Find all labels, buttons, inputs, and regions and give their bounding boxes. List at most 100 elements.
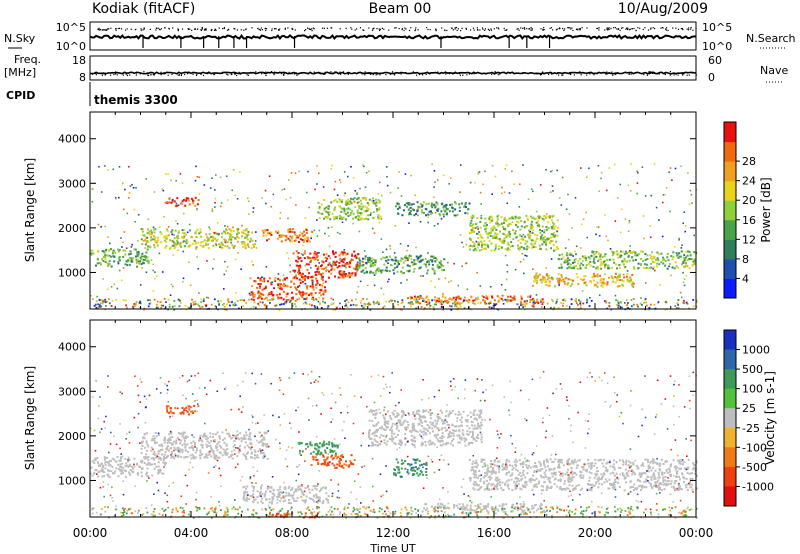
scatter-point <box>310 259 313 262</box>
scatter-point <box>107 236 109 238</box>
scatter-point <box>445 410 448 413</box>
scatter-point <box>177 456 180 458</box>
scatter-point <box>304 443 307 446</box>
scatter-point <box>308 294 310 297</box>
scatter-point <box>295 499 298 502</box>
scatter-point <box>141 267 143 269</box>
scatter-point <box>360 299 363 302</box>
scatter-point <box>393 267 396 269</box>
scatter-point <box>594 275 597 277</box>
scatter-point <box>426 272 429 275</box>
scatter-point <box>620 250 622 253</box>
scatter-point <box>336 446 339 449</box>
scatter-point <box>312 275 315 278</box>
scatter-point <box>556 277 559 280</box>
scatter-point <box>91 298 94 301</box>
scatter-point <box>442 301 445 303</box>
scatter-point <box>336 463 339 466</box>
scatter-point <box>545 283 548 286</box>
scatter-point <box>124 299 127 302</box>
scatter-point <box>183 407 186 410</box>
scatter-point <box>498 478 501 481</box>
scatter-point <box>268 232 271 235</box>
scatter-point <box>551 276 553 279</box>
scatter-point <box>673 267 676 270</box>
scatter-point <box>614 478 616 481</box>
scatter-point <box>689 189 692 192</box>
scatter-point <box>225 453 228 456</box>
scatter-point <box>327 276 330 279</box>
scatter-point <box>650 266 653 269</box>
scatter-point <box>302 492 305 495</box>
scatter-point <box>597 476 600 479</box>
scatter-point <box>150 236 153 238</box>
scatter-point <box>160 443 163 446</box>
scatter-point <box>276 498 279 501</box>
scatter-point <box>166 455 169 458</box>
scatter-point <box>280 234 283 237</box>
scatter-point <box>128 459 131 461</box>
scatter-point <box>389 438 392 440</box>
scatter-point <box>266 299 269 302</box>
scatter-point <box>429 421 432 424</box>
scatter-point <box>388 278 390 281</box>
scatter-point <box>543 214 546 217</box>
scatter-point <box>97 306 100 309</box>
scatter-point <box>155 306 158 309</box>
scatter-point <box>253 245 255 248</box>
scatter-point <box>192 455 195 458</box>
scatter-point <box>527 219 529 222</box>
scatter-point <box>312 458 315 461</box>
scatter-point <box>241 224 243 227</box>
scatter-point <box>640 297 642 299</box>
scatter-point <box>492 237 495 239</box>
scatter-point <box>270 290 273 293</box>
scatter-point <box>256 496 259 498</box>
scatter-point <box>262 451 265 454</box>
scatter-point <box>253 243 256 246</box>
scatter-point <box>145 457 148 460</box>
scatter-point <box>259 301 262 303</box>
colorbar-swatch <box>724 200 736 221</box>
scatter-point <box>644 195 647 197</box>
colorbar-tick-label: 28 <box>742 155 756 168</box>
scatter-point <box>244 247 247 250</box>
scatter-point <box>655 258 657 261</box>
scatter-point <box>300 442 303 445</box>
scatter-point <box>620 306 623 309</box>
scatter-point <box>108 475 111 478</box>
scatter-point <box>423 307 426 310</box>
scatter-point <box>519 471 522 474</box>
scatter-point <box>579 278 582 280</box>
scatter-point <box>571 282 574 285</box>
scatter-point <box>397 259 400 262</box>
scatter-point <box>367 303 370 306</box>
scatter-point <box>319 500 321 503</box>
scatter-point <box>486 236 489 239</box>
scatter-point <box>104 298 106 301</box>
scatter-point <box>228 238 231 241</box>
scatter-point <box>99 262 102 264</box>
scatter-point <box>362 164 364 166</box>
scatter-point <box>477 296 479 299</box>
scatter-point <box>583 275 586 278</box>
scatter-point <box>317 300 320 303</box>
scatter-point <box>479 191 482 194</box>
scatter-point <box>366 298 368 300</box>
scatter-point <box>619 256 622 259</box>
scatter-point <box>149 463 152 466</box>
scatter-point <box>603 260 605 263</box>
scatter-point <box>407 245 409 247</box>
scatter-point <box>577 259 580 262</box>
scatter-point <box>330 168 333 170</box>
scatter-point <box>289 239 291 242</box>
scatter-point <box>643 301 645 304</box>
scatter-point <box>388 270 391 273</box>
scatter-point <box>541 230 543 232</box>
scatter-point <box>96 295 98 298</box>
scatter-point <box>360 270 363 273</box>
scatter-point <box>309 252 312 255</box>
scatter-point <box>363 165 365 168</box>
scatter-point <box>682 281 685 284</box>
scatter-point <box>618 275 621 278</box>
